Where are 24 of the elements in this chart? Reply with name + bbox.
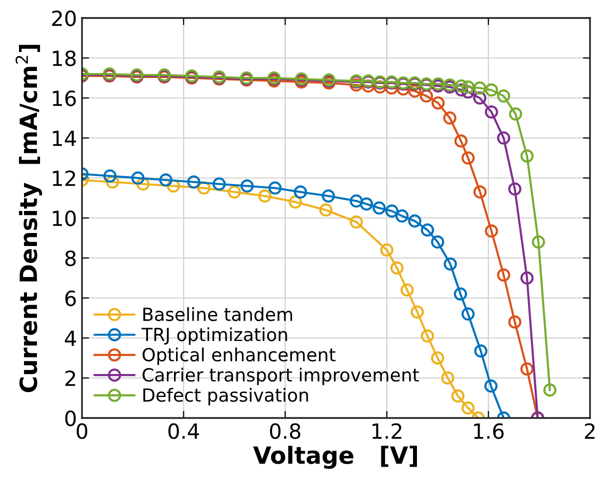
legend-label: Optical enhancement <box>142 348 336 365</box>
y-tick-label: 4 <box>64 330 76 346</box>
legend-label: Carrier transport improvement <box>142 368 419 386</box>
x-tick-label: 0 <box>76 423 88 439</box>
y-tick-label: 10 <box>52 210 76 226</box>
y-tick-label: 14 <box>52 130 76 146</box>
x-tick-label: 0.4 <box>168 423 199 439</box>
y-tick-label: 18 <box>52 50 76 66</box>
x-tick-label: 0.8 <box>270 423 300 439</box>
y-tick-label: 12 <box>52 170 76 186</box>
legend-label: Baseline tandem <box>143 307 292 322</box>
x-tick-label: 1.2 <box>372 423 402 439</box>
y-tick-label: 0 <box>65 410 76 426</box>
legend-label: TRJ optimization <box>142 327 288 345</box>
y-axis-title: Current Density [mA/cm$^{2}$] <box>16 44 42 392</box>
y-tick-label: 6 <box>65 290 76 306</box>
x-axis-title: Voltage [V] <box>253 446 417 469</box>
y-tick-label: 16 <box>52 90 76 106</box>
y-tick-label: 20 <box>52 10 76 26</box>
y-tick-label: 2 <box>65 370 76 386</box>
x-tick-label: 1.6 <box>474 423 504 439</box>
legend-label: Defect passivation <box>143 388 308 406</box>
x-tick-label: 2 <box>584 423 595 439</box>
y-tick-label: 8 <box>65 250 76 266</box>
